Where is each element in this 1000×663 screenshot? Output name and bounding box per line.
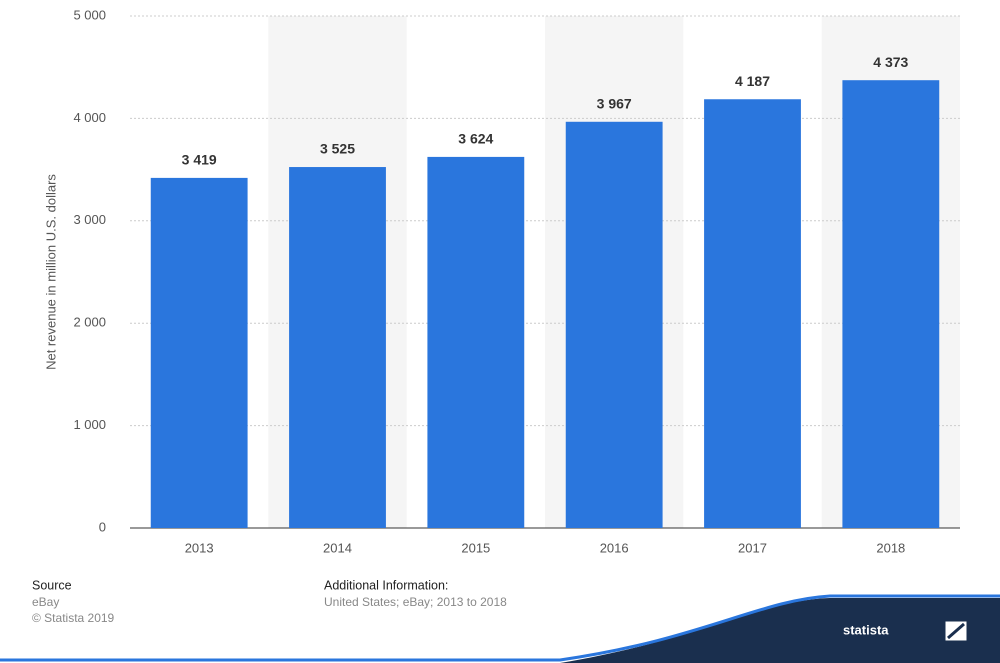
value-label: 4 373 [873,54,908,70]
x-tick-label: 2015 [461,540,490,555]
value-label: 3 624 [458,131,493,147]
value-label: 4 187 [735,73,770,89]
brand-banner [560,598,1000,663]
y-tick-label: 3 000 [73,212,106,227]
x-tick-label: 2018 [876,540,905,555]
value-label: 3 419 [182,152,217,168]
bar [842,80,940,528]
x-tick-label: 2016 [600,540,629,555]
copyright: © Statista 2019 [32,611,115,625]
bar [150,177,248,528]
brand-icon [942,618,970,644]
brand-logo: statista [843,622,889,637]
source-label: Source [32,578,72,592]
value-label: 3 525 [320,141,355,157]
bar [704,99,801,529]
y-tick-label: 2 000 [73,315,106,330]
y-tick-label: 0 [99,519,106,534]
value-label: 3 967 [597,95,632,111]
x-tick-label: 2013 [185,540,214,555]
info-label: Additional Information: [324,578,448,592]
x-tick-label: 2017 [738,540,767,555]
bar [427,156,525,528]
y-tick-label: 4 000 [73,110,106,125]
x-tick-label: 2014 [323,540,352,555]
source: eBay [32,595,59,609]
bar [289,167,386,529]
brand-curve [0,594,1000,662]
y-axis-label: Net revenue in million U.S. dollars [43,174,58,370]
info: United States; eBay; 2013 to 2018 [324,595,507,609]
bar [565,121,663,528]
y-tick-label: 1 000 [73,417,106,432]
y-tick-label: 5 000 [73,7,106,22]
